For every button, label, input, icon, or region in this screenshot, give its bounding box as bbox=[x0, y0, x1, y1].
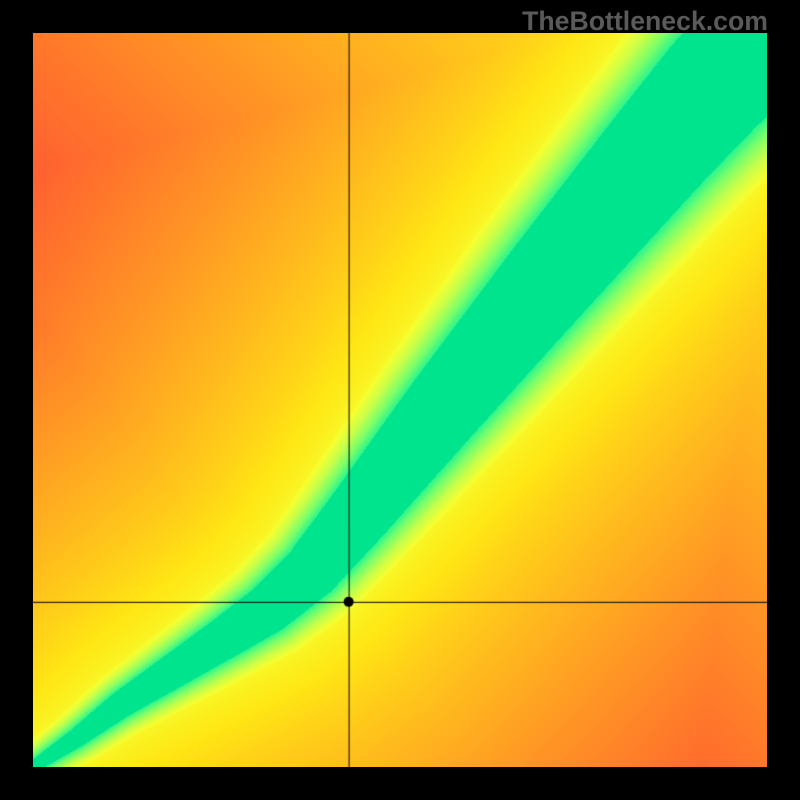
bottleneck-heatmap bbox=[33, 33, 767, 767]
stage: TheBottleneck.com bbox=[0, 0, 800, 800]
watermark-text: TheBottleneck.com bbox=[522, 6, 768, 37]
